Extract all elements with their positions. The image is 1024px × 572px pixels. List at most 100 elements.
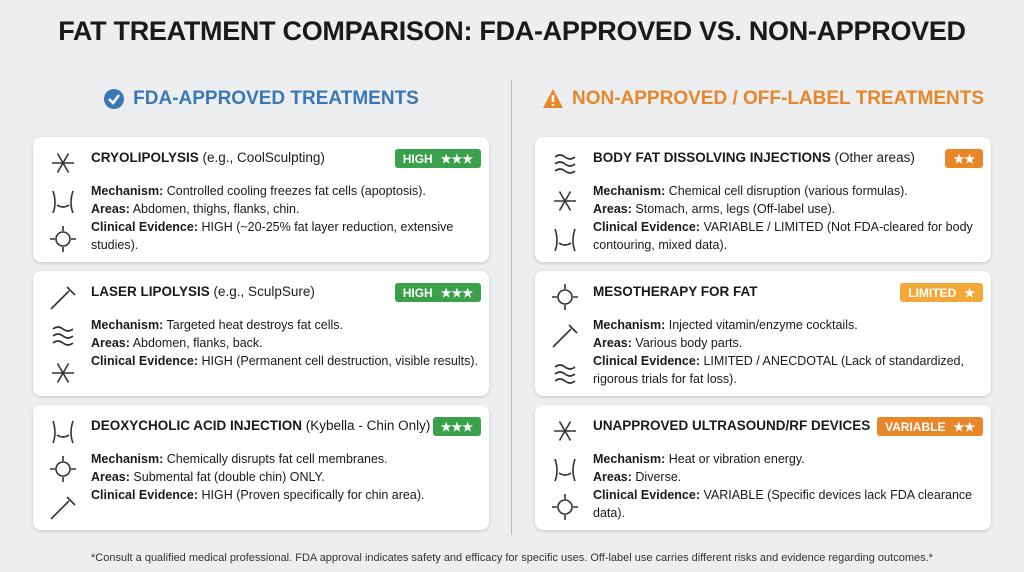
icon bbox=[554, 458, 576, 482]
icon bbox=[50, 226, 76, 252]
icon-stroke bbox=[55, 231, 71, 247]
rating-badge: ★★ bbox=[945, 149, 983, 168]
icon-stroke bbox=[558, 421, 572, 441]
icon-stroke bbox=[50, 286, 76, 310]
detail-text: Injected vitamin/enzyme cocktails. bbox=[668, 318, 858, 332]
rating-badge: VARIABLE ★★ bbox=[877, 417, 983, 436]
icon bbox=[52, 420, 74, 444]
treatment-card: CRYOLIPOLYSIS (e.g., CoolSculpting) HIGH ★… bbox=[33, 137, 489, 262]
card-details: Mechanism: Chemically disrupts fat cell … bbox=[91, 450, 479, 504]
card-title: UNAPPROVED ULTRASOUND/RF DEVICES bbox=[593, 418, 870, 433]
detail-row: Mechanism: Heat or vibration energy. bbox=[593, 450, 981, 468]
detail-label: Areas: bbox=[593, 336, 632, 350]
icon bbox=[50, 456, 76, 482]
icon bbox=[52, 363, 74, 383]
treatment-note: (Kybella - Chin Only) bbox=[305, 418, 431, 433]
detail-row: Mechanism: Targeted heat destroys fat ce… bbox=[91, 316, 479, 334]
detail-row: Mechanism: Injected vitamin/enzyme cockt… bbox=[593, 316, 981, 334]
column-heading: NON-APPROVED / OFF-LABEL TREATMENTS bbox=[523, 88, 1003, 110]
treatment-name: DEOXYCHOLIC ACID INJECTION bbox=[91, 418, 303, 433]
icon bbox=[552, 494, 578, 520]
detail-label: Areas: bbox=[91, 470, 130, 484]
icon-stroke bbox=[50, 226, 76, 252]
heading-icon bbox=[542, 89, 563, 108]
heading-icon bbox=[104, 89, 125, 109]
detail-row: Mechanism: Chemical cell disruption (var… bbox=[593, 182, 981, 200]
rating-badge: ★★★ bbox=[432, 417, 481, 436]
badge-stars: ★★ bbox=[953, 151, 975, 166]
detail-text: Targeted heat destroys fat cells. bbox=[166, 318, 343, 332]
card-title: LASER LIPOLYSIS (e.g., SculpSure) bbox=[91, 284, 315, 299]
icon-stroke bbox=[52, 190, 74, 214]
detail-label: Mechanism: bbox=[593, 184, 666, 198]
detail-row: Clinical Evidence: LIMITED / ANECDOTAL (… bbox=[593, 352, 981, 388]
treatment-card: UNAPPROVED ULTRASOUND/RF DEVICES VARIABLE… bbox=[535, 405, 991, 530]
detail-row: Areas: Diverse. bbox=[593, 468, 981, 486]
icon-shape bbox=[104, 89, 125, 109]
badge-label: LIMITED bbox=[908, 285, 957, 300]
rating-badge: HIGH ★★★ bbox=[394, 149, 481, 168]
detail-text: VARIABLE / LIMITED (Not FDA-cleared for … bbox=[593, 220, 973, 252]
card-details: Mechanism: Chemical cell disruption (var… bbox=[593, 182, 981, 254]
card-icons bbox=[552, 421, 578, 520]
detail-text: Chemically disrupts fat cell membranes. bbox=[166, 452, 388, 466]
badge-stars: ★★★ bbox=[440, 285, 473, 300]
icon-stroke bbox=[50, 496, 76, 520]
card-icons bbox=[50, 420, 76, 520]
icon bbox=[52, 190, 74, 214]
card-details: Mechanism: Heat or vibration energy. Area… bbox=[593, 450, 981, 522]
detail-text: HIGH (~20-25% fat layer reduction, exten… bbox=[91, 220, 454, 252]
badge-stars: ★★ bbox=[953, 419, 975, 434]
treatment-name: UNAPPROVED ULTRASOUND/RF DEVICES bbox=[593, 418, 871, 433]
detail-label: Areas: bbox=[91, 336, 130, 350]
detail-row: Areas: Abdomen, thighs, flanks, chin. bbox=[91, 200, 479, 218]
detail-row: Areas: Various body parts. bbox=[593, 334, 981, 352]
page-title: FAT TREATMENT COMPARISON: FDA-APPROVED V… bbox=[58, 16, 966, 46]
icon bbox=[554, 154, 576, 174]
icon-stroke bbox=[552, 494, 578, 520]
card-details: Mechanism: Controlled cooling freezes fa… bbox=[91, 182, 479, 254]
icon-stroke bbox=[558, 191, 572, 211]
icon-stroke bbox=[52, 420, 74, 444]
card-icons bbox=[554, 154, 576, 252]
icon-stroke bbox=[56, 153, 70, 173]
detail-label: Mechanism: bbox=[91, 184, 164, 198]
treatment-note: (Other areas) bbox=[834, 150, 915, 165]
column-heading: FDA-APPROVED TREATMENTS bbox=[21, 88, 501, 110]
column-heading-text: NON-APPROVED / OFF-LABEL TREATMENTS bbox=[571, 88, 985, 109]
card-title: DEOXYCHOLIC ACID INJECTION (Kybella - Ch… bbox=[91, 418, 430, 433]
footnote: *Consult a qualified medical professiona… bbox=[91, 552, 933, 564]
icon-stroke bbox=[554, 154, 576, 174]
column-heading-text: FDA-APPROVED TREATMENTS bbox=[133, 88, 419, 109]
badge-stars: ★★★ bbox=[440, 419, 473, 434]
detail-row: Mechanism: Controlled cooling freezes fa… bbox=[91, 182, 479, 200]
detail-text: Submental fat (double chin) ONLY. bbox=[133, 470, 325, 484]
icon-stroke bbox=[554, 458, 576, 482]
detail-row: Areas: Submental fat (double chin) ONLY. bbox=[91, 468, 479, 486]
icon bbox=[552, 284, 578, 310]
rating-badge: HIGH ★★★ bbox=[394, 283, 481, 302]
detail-row: Mechanism: Chemically disrupts fat cell … bbox=[91, 450, 479, 468]
icon-stroke bbox=[50, 456, 76, 482]
detail-label: Areas: bbox=[593, 470, 632, 484]
icon bbox=[554, 191, 576, 211]
badge-stars: ★★★ bbox=[440, 151, 473, 166]
card-details: Mechanism: Injected vitamin/enzyme cockt… bbox=[593, 316, 981, 388]
icon bbox=[554, 364, 576, 384]
rating-badge: LIMITED ★ bbox=[900, 283, 983, 302]
treatment-card: LASER LIPOLYSIS (e.g., SculpSure) HIGH ★★★… bbox=[33, 271, 489, 396]
detail-text: Stomach, arms, legs (Off-label use). bbox=[635, 202, 836, 216]
icon-stroke bbox=[554, 364, 576, 384]
detail-row: Clinical Evidence: HIGH (Permanent cell … bbox=[91, 352, 479, 370]
detail-text: HIGH (Proven specifically for chin area)… bbox=[201, 488, 425, 502]
card-icons bbox=[50, 286, 76, 383]
icon bbox=[554, 228, 576, 252]
icon-shape bbox=[108, 94, 121, 105]
icon bbox=[50, 286, 76, 310]
card-title: CRYOLIPOLYSIS (e.g., CoolSculpting) bbox=[91, 150, 325, 165]
badge-stars: ★ bbox=[964, 285, 975, 300]
treatment-name: CRYOLIPOLYSIS bbox=[91, 150, 199, 165]
detail-text: Heat or vibration energy. bbox=[668, 452, 805, 466]
detail-row: Areas: Stomach, arms, legs (Off-label us… bbox=[593, 200, 981, 218]
treatment-card: DEOXYCHOLIC ACID INJECTION (Kybella - Ch… bbox=[33, 405, 489, 530]
